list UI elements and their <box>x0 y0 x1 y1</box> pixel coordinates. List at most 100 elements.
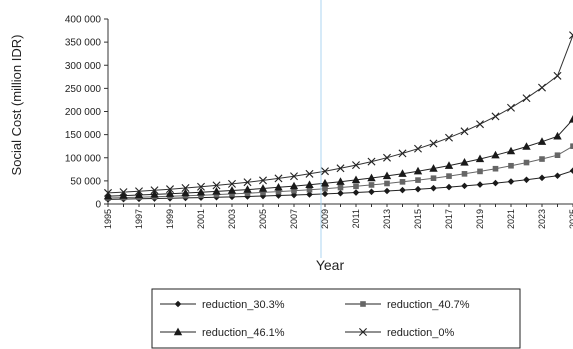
data-point <box>506 146 516 155</box>
data-point <box>383 153 391 162</box>
data-point <box>491 112 500 121</box>
legend-label: reduction_46.1% <box>202 327 285 339</box>
data-point <box>430 175 437 181</box>
data-point <box>477 168 483 175</box>
data-point <box>134 190 144 199</box>
x-tick-label: 1997 <box>134 209 144 229</box>
data-point <box>150 186 159 195</box>
data-point <box>382 171 392 180</box>
x-tick-label: 2015 <box>413 209 423 229</box>
x-tick-label: 2025 <box>568 209 573 229</box>
data-point <box>336 177 345 185</box>
x-tick-label: 1999 <box>165 209 175 229</box>
data-point <box>322 185 328 192</box>
data-point <box>289 181 299 190</box>
data-point <box>553 71 562 80</box>
data-point <box>181 184 190 192</box>
data-point <box>507 103 515 112</box>
data-point <box>119 191 128 199</box>
data-point <box>430 184 437 192</box>
data-point <box>413 166 423 175</box>
data-point <box>212 181 221 190</box>
data-point <box>553 131 562 140</box>
legend-item: reduction_30.3% <box>160 299 285 311</box>
data-point <box>336 164 345 173</box>
data-point <box>460 158 469 166</box>
data-point <box>522 142 531 150</box>
data-point <box>258 184 268 192</box>
y-tick-label: 50 000 <box>70 176 101 187</box>
data-point <box>508 162 514 169</box>
data-point <box>320 178 330 187</box>
y-axis-title: Social Cost (million IDR) <box>9 35 24 176</box>
data-point <box>537 137 547 145</box>
data-point <box>399 179 406 185</box>
data-point <box>135 187 143 196</box>
data-point <box>367 173 376 182</box>
data-point <box>568 114 573 123</box>
data-point <box>461 171 468 177</box>
data-point <box>275 188 282 195</box>
data-point <box>492 179 499 187</box>
data-point <box>446 173 452 179</box>
data-point <box>321 167 329 176</box>
data-point <box>337 189 344 197</box>
data-point <box>383 187 391 195</box>
data-point <box>227 186 237 194</box>
data-point <box>475 154 485 163</box>
data-point <box>384 180 390 187</box>
plot-area <box>103 31 573 203</box>
legend-marker <box>173 327 183 336</box>
data-point <box>290 172 298 181</box>
data-point <box>476 120 484 129</box>
data-point <box>445 133 453 142</box>
data-point <box>554 152 561 159</box>
data-point <box>569 31 573 40</box>
data-point <box>165 189 175 197</box>
data-point <box>368 182 375 188</box>
data-point <box>538 83 546 92</box>
legend-label: reduction_0% <box>387 327 454 339</box>
x-tick-label: 2023 <box>537 209 547 229</box>
y-tick-label: 200 000 <box>65 107 102 118</box>
data-point <box>461 182 468 190</box>
data-point <box>305 180 314 188</box>
data-point <box>353 183 359 190</box>
x-axis-title: Year <box>316 257 345 273</box>
data-point <box>212 187 221 195</box>
x-tick-label: 2003 <box>227 209 237 229</box>
data-point <box>523 176 530 184</box>
legend-label: reduction_40.7% <box>387 299 470 311</box>
data-point <box>275 192 282 199</box>
data-point <box>368 188 375 196</box>
data-point <box>429 139 438 148</box>
legend: reduction_30.3% reduction_40.7% reduction_… <box>151 288 521 349</box>
data-point <box>197 182 205 191</box>
x-tick-label: 2013 <box>382 209 392 229</box>
legend-label: reduction_30.3% <box>202 299 285 311</box>
x-tick-label: 2007 <box>289 209 299 229</box>
legend-marker <box>359 328 367 336</box>
data-point <box>352 161 360 170</box>
data-point <box>119 188 128 197</box>
x-tick-label: 2001 <box>196 209 206 229</box>
x-tick-label: 2019 <box>475 209 485 229</box>
data-point <box>274 182 283 191</box>
data-point <box>429 164 438 172</box>
data-point <box>351 175 361 184</box>
data-point <box>305 169 314 178</box>
data-point <box>415 177 421 183</box>
data-point <box>569 167 573 174</box>
legend-item: reduction_40.7% <box>345 299 470 311</box>
legend-item: reduction_46.1% <box>160 327 285 339</box>
data-point <box>367 157 376 166</box>
data-point <box>538 174 546 182</box>
data-point <box>399 186 406 194</box>
data-point <box>103 191 113 200</box>
data-point <box>243 178 252 187</box>
data-point <box>166 185 174 194</box>
data-point <box>260 189 266 196</box>
x-tick-label: 2021 <box>506 209 516 229</box>
data-point <box>570 143 573 149</box>
